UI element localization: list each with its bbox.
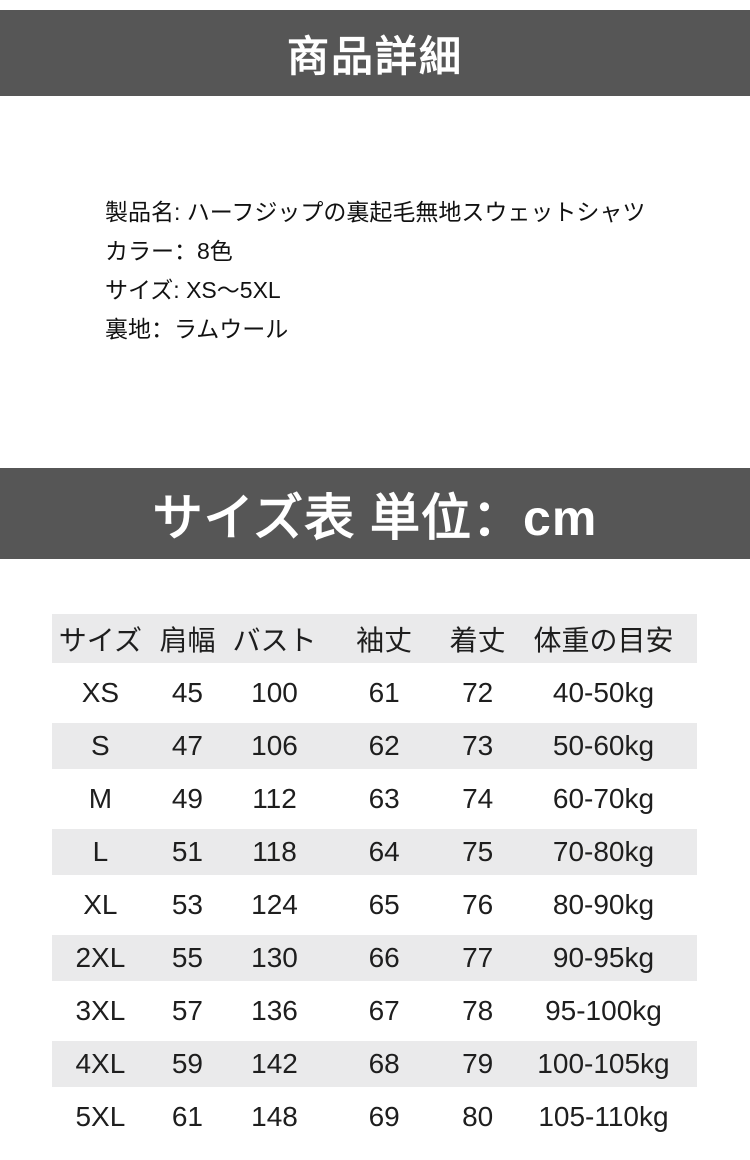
cell-bust: 106 — [251, 730, 298, 761]
cell-size: L — [92, 836, 109, 867]
size-chart-banner-title: サイズ表 単位：cm — [152, 489, 598, 546]
cell-weight: 40-50kg — [552, 677, 655, 708]
cell-sleeve: 67 — [368, 995, 400, 1026]
cell-shoulder: 45 — [171, 677, 204, 708]
size-table-header-row: サイズ 肩幅 バスト 袖丈 着丈 体重の目安 — [52, 614, 697, 663]
size-table: サイズ 肩幅 バスト 袖丈 着丈 体重の目安 XS 45 100 61 72 4… — [52, 607, 697, 1147]
cell-sleeve: 61 — [368, 677, 400, 708]
cell-length: 72 — [462, 677, 494, 708]
cell-sleeve: 63 — [368, 783, 400, 814]
cell-bust: 142 — [251, 1048, 298, 1079]
column-header-sleeve-length: 袖丈 — [356, 624, 413, 656]
cell-length: 73 — [462, 730, 494, 761]
column-header-size: サイズ — [58, 624, 142, 656]
cell-bust: 118 — [252, 836, 297, 867]
cell-length: 77 — [462, 942, 494, 973]
table-row-s: S 47 106 62 73 50-60kg — [52, 723, 697, 769]
product-color-line: カラー：8色 — [105, 238, 233, 264]
column-header-body-length: 着丈 — [449, 624, 506, 656]
cell-weight: 80-90kg — [552, 889, 655, 920]
cell-size: S — [91, 730, 110, 761]
table-row-3xl: 3XL 57 136 67 78 95-100kg — [52, 988, 697, 1034]
cell-length: 79 — [462, 1048, 494, 1079]
cell-shoulder: 61 — [171, 1101, 204, 1132]
cell-weight: 60-70kg — [552, 783, 655, 814]
table-row-m: M 49 112 63 74 60-70kg — [52, 776, 697, 822]
cell-weight: 90-95kg — [552, 942, 655, 973]
cell-size: 3XL — [75, 995, 126, 1026]
cell-weight: 50-60kg — [552, 730, 655, 761]
product-name-line: 製品名: ハーフジップの裏起毛無地スウェットシャツ — [105, 199, 646, 225]
cell-shoulder: 49 — [171, 783, 204, 814]
product-size-range-line: サイズ: XS～5XL — [105, 277, 281, 303]
cell-sleeve: 66 — [368, 942, 400, 973]
cell-length: 80 — [462, 1101, 494, 1132]
cell-bust: 100 — [251, 677, 298, 708]
cell-bust: 130 — [251, 942, 298, 973]
cell-sleeve: 69 — [368, 1101, 400, 1132]
cell-bust: 112 — [252, 783, 297, 814]
table-row-4xl: 4XL 59 142 68 79 100-105kg — [52, 1041, 697, 1087]
cell-bust: 136 — [251, 995, 298, 1026]
column-header-weight-guide: 体重の目安 — [533, 624, 674, 656]
cell-length: 76 — [462, 889, 494, 920]
cell-weight: 105-110kg — [538, 1101, 669, 1132]
cell-shoulder: 47 — [171, 730, 204, 761]
cell-size: XL — [83, 889, 118, 920]
cell-size: XS — [81, 677, 120, 708]
size-chart-banner: サイズ表 単位：cm — [0, 468, 750, 559]
cell-weight: 95-100kg — [545, 995, 662, 1026]
cell-length: 75 — [462, 836, 494, 867]
cell-size: 4XL — [75, 1048, 126, 1079]
table-row-l: L 51 118 64 75 70-80kg — [52, 829, 697, 875]
cell-sleeve: 65 — [368, 889, 400, 920]
cell-sleeve: 62 — [368, 730, 400, 761]
cell-shoulder: 59 — [171, 1048, 204, 1079]
column-header-bust: バスト — [232, 624, 317, 656]
cell-bust: 148 — [251, 1101, 298, 1132]
table-row-2xl: 2XL 55 130 66 77 90-95kg — [52, 935, 697, 981]
cell-sleeve: 68 — [368, 1048, 400, 1079]
cell-size: M — [88, 783, 113, 814]
cell-length: 74 — [462, 783, 494, 814]
table-row-5xl: 5XL 61 148 69 80 105-110kg — [52, 1094, 697, 1140]
cell-bust: 124 — [251, 889, 298, 920]
cell-shoulder: 51 — [171, 836, 204, 867]
cell-shoulder: 55 — [171, 942, 204, 973]
cell-size: 5XL — [75, 1101, 126, 1132]
cell-weight: 100-105kg — [537, 1048, 670, 1079]
table-row-xs: XS 45 100 61 72 40-50kg — [52, 670, 697, 716]
cell-length: 78 — [462, 995, 494, 1026]
cell-shoulder: 57 — [171, 995, 204, 1026]
table-row-xl: XL 53 124 65 76 80-90kg — [52, 882, 697, 928]
column-header-shoulder-width: 肩幅 — [159, 624, 216, 656]
product-lining-line: 裏地：ラムウール — [105, 316, 289, 342]
cell-shoulder: 53 — [171, 889, 204, 920]
product-info-block: 製品名: ハーフジップの裏起毛無地スウェットシャツ カラー：8色 サイズ: XS… — [105, 193, 645, 349]
cell-weight: 70-80kg — [552, 836, 655, 867]
product-detail-header-bar: 商品詳細 — [0, 10, 750, 96]
page-title: 商品詳細 — [286, 32, 463, 80]
cell-size: 2XL — [75, 942, 126, 973]
cell-sleeve: 64 — [368, 836, 400, 867]
